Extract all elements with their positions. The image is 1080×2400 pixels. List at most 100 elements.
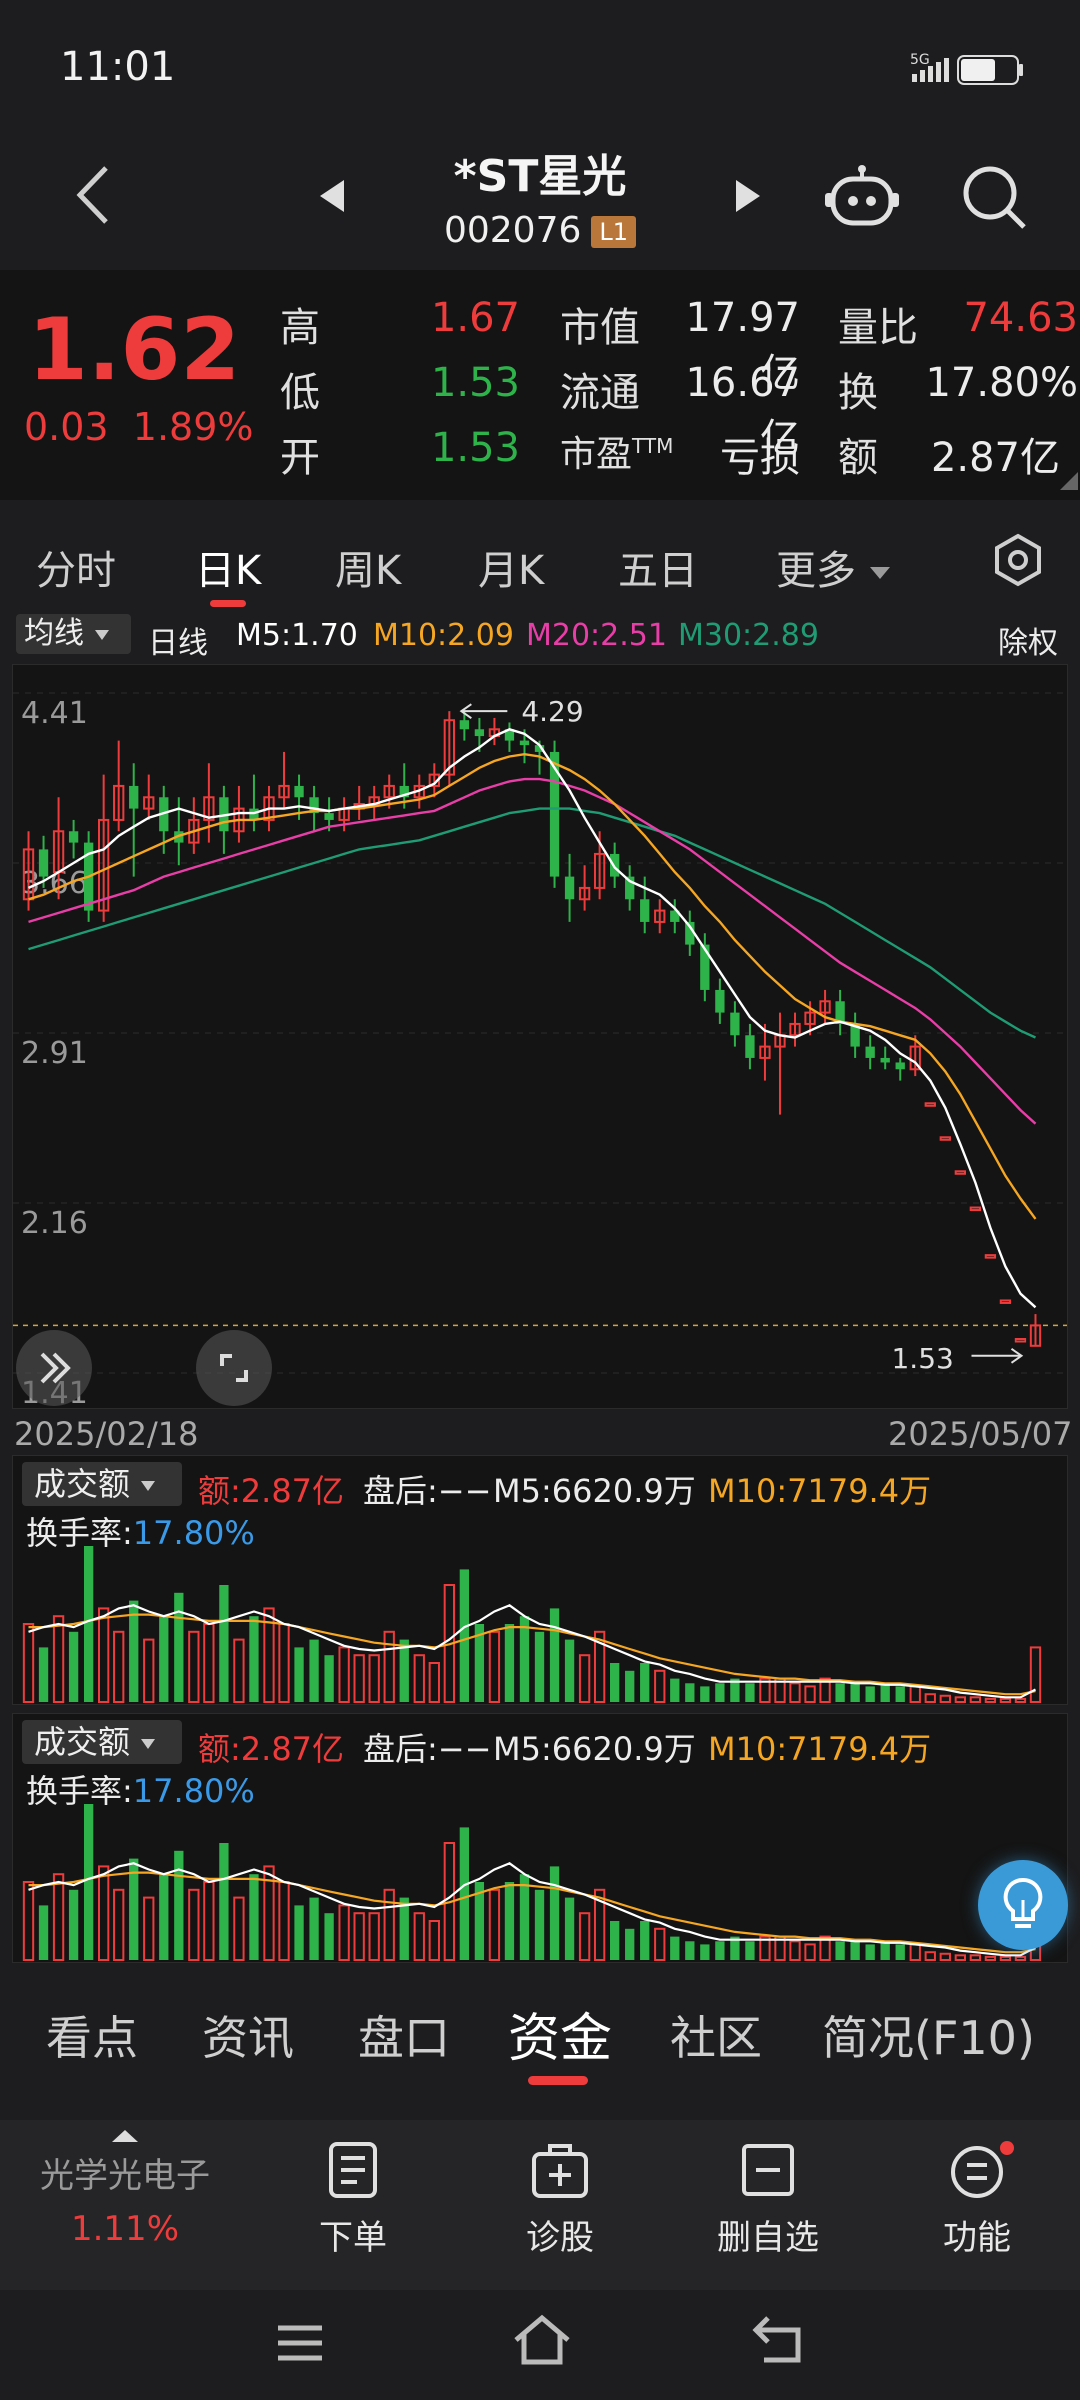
expand-corner-icon[interactable] <box>1058 470 1078 490</box>
candle-body <box>999 1299 1012 1304</box>
volume-bar <box>534 1631 545 1702</box>
volume-chart-1 <box>22 1546 1042 1704</box>
tab-capital-flow[interactable]: 资金 <box>508 2009 613 2069</box>
volume-bar <box>1029 1646 1042 1703</box>
remove-watchlist-label: 删自选 <box>717 2218 819 2258</box>
tab-daily-k[interactable]: 日K <box>195 548 262 594</box>
high-arrowhead <box>459 703 472 719</box>
volume-bar <box>865 1686 875 1702</box>
expand-left-button[interactable] <box>16 1330 92 1406</box>
kline-chart[interactable]: 4.413.662.912.161.414.291.53 <box>12 664 1068 1411</box>
system-menu-button[interactable] <box>270 2318 330 2368</box>
tab-five-day[interactable]: 五日 <box>618 548 698 594</box>
volume-bar <box>83 1546 94 1702</box>
order-button[interactable]: 下单 <box>288 2140 418 2259</box>
next-stock-button[interactable] <box>732 178 762 214</box>
tab-news[interactable]: 资讯 <box>202 2011 294 2065</box>
volume-bar <box>564 1897 575 1960</box>
volume-bar <box>670 1936 680 1960</box>
candle-body <box>640 899 650 922</box>
order-label: 下单 <box>319 2218 387 2258</box>
home-icon <box>514 2314 570 2365</box>
volume-bar <box>969 1696 982 1704</box>
ma-m10: M10:2.09 <box>373 618 514 653</box>
volume-bar <box>474 1624 485 1702</box>
network-type-label: 5G <box>910 52 930 68</box>
volume-bar <box>219 1843 229 1960</box>
y-tick-label: 2.91 <box>21 1036 88 1071</box>
candle-body <box>984 1254 997 1259</box>
volume-bar <box>278 1881 290 1961</box>
tab-community[interactable]: 社区 <box>670 2011 762 2065</box>
remove-watchlist-button[interactable]: 删自选 <box>703 2140 833 2259</box>
quote-label-high: 高 <box>280 305 320 351</box>
volume-bar <box>519 1874 530 1960</box>
bottom-toolbar <box>0 2120 1080 2290</box>
ma-period: 日线 <box>148 626 208 661</box>
candle-body <box>578 886 591 901</box>
system-home-button[interactable] <box>510 2312 574 2368</box>
functions-button[interactable]: 功能 <box>912 2140 1042 2259</box>
volume-bar <box>474 1882 485 1960</box>
volume-bar <box>880 1683 890 1702</box>
quote-label-amount: 额 <box>838 435 878 481</box>
volume-bar <box>113 1888 125 1961</box>
quote-label-open: 开 <box>280 435 320 481</box>
search-button[interactable] <box>960 163 1030 233</box>
fullscreen-button[interactable] <box>196 1330 272 1406</box>
volume-bar <box>203 1623 215 1703</box>
diagnose-button[interactable]: 诊股 <box>495 2140 625 2259</box>
tab-order-book[interactable]: 盘口 <box>358 2011 450 2065</box>
sector-quote[interactable]: 光学光电子 1.11% <box>20 2128 230 2249</box>
back-button[interactable] <box>70 160 120 230</box>
candle-body <box>670 910 680 922</box>
ma5-line <box>28 728 1037 1309</box>
quote-value-market-cap: 17.97亿 <box>685 295 800 397</box>
volume-indicator-selector-1[interactable]: 成交额 <box>22 1462 182 1506</box>
candle-body <box>519 740 530 746</box>
volume-bar <box>263 1607 275 1703</box>
volume-indicator-selector-2[interactable]: 成交额 <box>22 1720 182 1764</box>
volume-bar <box>939 1694 951 1703</box>
status-time: 11:01 <box>60 44 176 90</box>
volume-bar <box>593 1630 606 1703</box>
volume-bar <box>338 1646 350 1703</box>
volume-bar <box>924 1693 936 1703</box>
volume-bar <box>549 1866 560 1960</box>
candle-body <box>625 876 635 900</box>
volume-bar <box>654 1927 666 1962</box>
vol_ma10-line <box>28 1871 1036 1954</box>
volume-bar <box>294 1905 304 1960</box>
tab-more[interactable]: 更多 <box>776 538 891 596</box>
volume-bar <box>759 1935 771 1962</box>
tips-button[interactable] <box>978 1860 1068 1950</box>
tab-f10-profile[interactable]: 简况(F10) <box>822 2011 1035 2065</box>
tab-weekly-k[interactable]: 周K <box>335 548 402 594</box>
stock-code: 002076 <box>443 210 582 251</box>
robot-assistant-button[interactable] <box>825 165 900 230</box>
candle-body <box>294 785 304 798</box>
adjust-label[interactable]: 除权 <box>998 626 1058 661</box>
candle-body <box>700 944 710 990</box>
sector-name: 光学光电子 <box>40 2156 210 2196</box>
volume-panel-2[interactable] <box>12 1713 1068 1963</box>
tab-monthly-k[interactable]: 月K <box>478 548 545 594</box>
volume-bar <box>789 1682 801 1703</box>
candle-body <box>850 1023 860 1047</box>
volume-bar <box>954 1954 966 1962</box>
volume-bar <box>519 1616 530 1702</box>
candle-body <box>504 729 515 741</box>
volume-bar <box>625 1928 635 1960</box>
tab-highlights[interactable]: 看点 <box>46 2011 138 2065</box>
system-back-button[interactable] <box>750 2312 814 2368</box>
volume-bar <box>895 1944 905 1960</box>
tab-intraday[interactable]: 分时 <box>36 548 116 594</box>
prev-stock-button[interactable] <box>318 178 348 214</box>
volume-bar <box>578 1654 591 1703</box>
volume-panel-1[interactable] <box>12 1455 1068 1705</box>
indicator-selector[interactable]: 均线 <box>16 614 131 654</box>
volume-bar <box>233 1896 245 1962</box>
volume-bar <box>353 1912 365 1961</box>
chart-settings-button[interactable] <box>990 532 1046 588</box>
caret-down-icon <box>869 567 890 579</box>
